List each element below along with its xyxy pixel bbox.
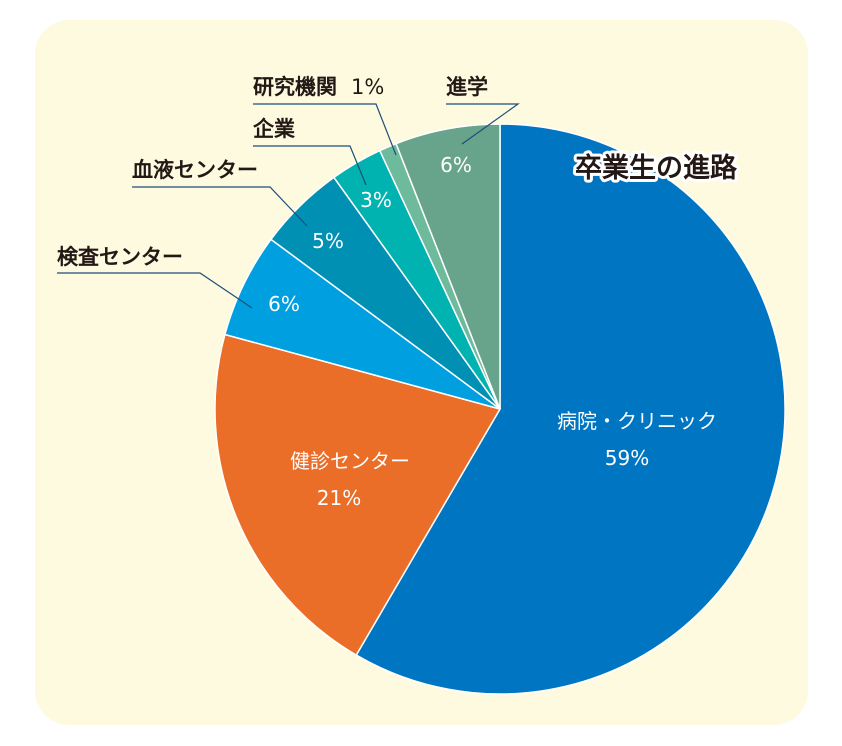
- slice-label-health-checkup: 健診センター: [290, 449, 410, 473]
- slice-value-hospital: 59%: [605, 446, 649, 470]
- pie-slices: [214, 123, 786, 695]
- pie-slice-hospital: [355, 123, 786, 695]
- leader-line-research: [253, 103, 397, 156]
- leader-line-company: [253, 145, 367, 186]
- slice-value-blood: 5%: [312, 229, 344, 253]
- slice-value-health-checkup: 21%: [317, 486, 361, 510]
- slice-label-company: 企業: [252, 117, 296, 141]
- pie-slice-health-checkup: [214, 333, 502, 657]
- slice-value-research: 1%: [351, 75, 384, 99]
- slice-labels: 病院・クリニック 59% 健診センター 21% 6% 5% 3% 6% 検査セン…: [57, 75, 717, 510]
- slice-value-inspection: 6%: [268, 292, 300, 316]
- slice-label-blood: 血液センター: [132, 158, 258, 182]
- slice-label-hospital: 病院・クリニック: [557, 409, 717, 433]
- slice-value-further-study: 6%: [440, 153, 472, 177]
- slice-label-research: 研究機関: [253, 75, 337, 99]
- leader-line-blood: [132, 186, 308, 227]
- pie-slice-further-study: [395, 123, 501, 410]
- slice-value-company: 3%: [360, 188, 392, 212]
- leader-line-further-study: [446, 103, 520, 145]
- slice-label-further-study: 進学: [446, 75, 488, 99]
- leader-line-inspection: [57, 272, 253, 309]
- slice-label-inspection: 検査センター: [57, 245, 183, 269]
- leader-lines: [57, 103, 520, 309]
- chart-title: 卒業生の進路: [575, 152, 738, 184]
